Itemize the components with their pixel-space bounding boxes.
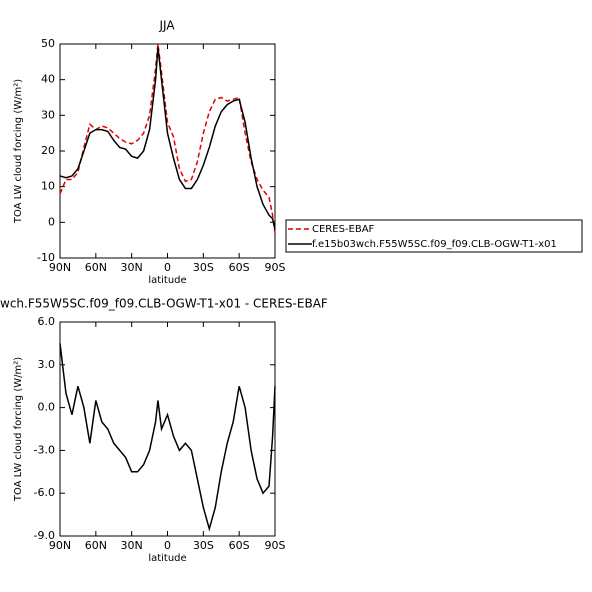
legend-label: CERES-EBAF [312, 224, 375, 235]
y-axis-label: TOA LW cloud forcing (W/m²) [13, 79, 24, 224]
chart-title: JJA [158, 19, 175, 33]
data-line [59, 43, 276, 234]
y-tick-label: -10 [37, 251, 55, 264]
y-tick-label: 50 [41, 37, 55, 50]
data-line [59, 343, 276, 532]
data-line [59, 47, 276, 230]
x-tick-label: 60N [85, 539, 107, 552]
x-tick-label: 90N [49, 261, 71, 274]
x-tick-label: 30S [193, 539, 214, 552]
y-tick-label: 6.0 [38, 315, 56, 328]
legend-box [285, 219, 583, 253]
x-tick-label: 60N [85, 261, 107, 274]
y-tick-label: 0.0 [38, 401, 56, 414]
y-tick-label: -6.0 [34, 486, 55, 499]
y-tick-label: 40 [41, 73, 55, 86]
y-tick-label: 30 [41, 108, 55, 121]
x-tick-label: 0 [164, 261, 171, 274]
x-tick-label: 30S [193, 261, 214, 274]
y-axis-label: TOA LW cloud forcing (W/m²) [13, 357, 24, 502]
y-tick-label: 0 [48, 215, 55, 228]
x-axis-label: latitude [148, 553, 186, 564]
x-tick-label: 60S [229, 539, 250, 552]
x-tick-label: 30N [121, 539, 143, 552]
chart-title: wch.F55W5SC.f09_f09.CLB-OGW-T1-x01 - CER… [0, 297, 328, 311]
x-axis-label: latitude [148, 275, 186, 286]
x-tick-label: 60S [229, 261, 250, 274]
y-tick-label: 20 [41, 144, 55, 157]
x-tick-label: 0 [164, 539, 171, 552]
y-tick-label: 3.0 [38, 358, 56, 371]
x-tick-label: 90N [49, 539, 71, 552]
plot-frame [59, 43, 276, 259]
y-tick-label: -3.0 [34, 443, 55, 456]
x-tick-label: 90S [265, 261, 286, 274]
x-tick-label: 90S [265, 539, 286, 552]
x-tick-label: 30N [121, 261, 143, 274]
y-tick-label: 10 [41, 180, 55, 193]
legend-label: f.e15b03wch.F55W5SC.f09_f09.CLB-OGW-T1-x… [312, 239, 557, 250]
y-tick-label: -9.0 [34, 529, 55, 542]
